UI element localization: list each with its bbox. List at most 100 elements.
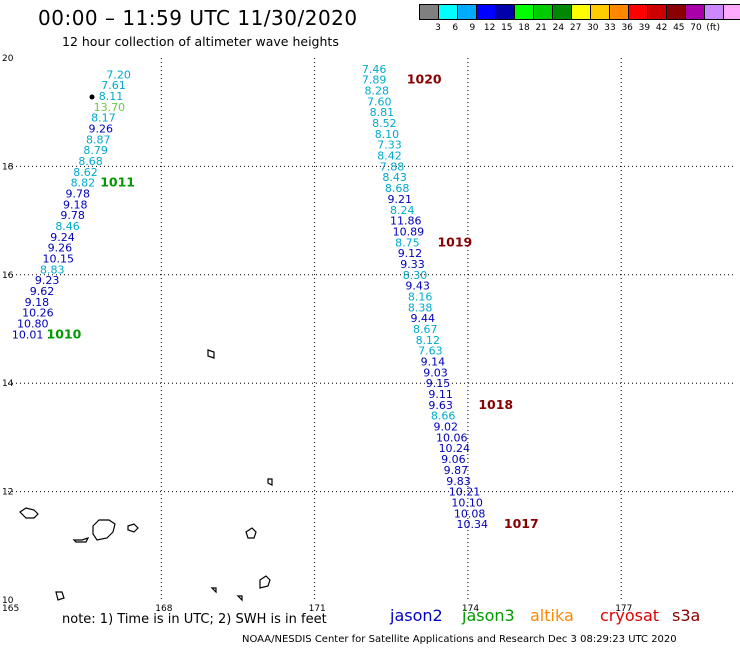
wave-height-value: 7.33: [377, 139, 402, 152]
wave-height-value: 9.11: [428, 388, 453, 401]
wave-height-value: 10.80: [17, 318, 49, 331]
satellite-label-jason2: jason2: [390, 606, 443, 625]
pass-number-label: 1017: [504, 516, 539, 531]
wave-height-value: 10.89: [393, 225, 425, 238]
latitude-label: 20: [2, 54, 14, 64]
legend-label: 33: [604, 23, 616, 33]
wave-height-value: 8.10: [375, 128, 400, 141]
island-shape: [210, 587, 217, 594]
pass-number-label: 1011: [100, 175, 135, 190]
wave-height-legend: 3 6 9 12 15 18 21 24 27 30 33 36 39 42 45 70 (ft): [419, 4, 740, 34]
legend-label: 70: [690, 23, 702, 33]
wave-height-value: 10.06: [436, 431, 468, 444]
wave-height-value: 9.26: [89, 122, 114, 135]
island-marker-dot: [89, 94, 95, 100]
lat-lon-grid: [8, 58, 735, 600]
wave-height-value: 8.81: [370, 106, 395, 119]
satellite-label-jason3: jason3: [462, 606, 515, 625]
longitude-label: 171: [309, 604, 326, 614]
wave-height-value: 9.44: [410, 312, 435, 325]
wave-height-value: 10.15: [43, 253, 75, 266]
wave-height-value: 8.66: [431, 410, 456, 423]
wave-height-value: 8.68: [385, 182, 410, 195]
wave-height-value: 13.70: [94, 101, 126, 114]
legend-label: 45: [673, 23, 685, 33]
pass-labels: 1011 1010 1020 1019 1018 1017: [47, 72, 539, 531]
longitude-label: 177: [615, 604, 632, 614]
wave-height-value: 9.33: [400, 258, 425, 271]
legend-color-bar: [419, 4, 740, 20]
wave-height-value: 9.87: [444, 464, 469, 477]
map-title: 00:00 – 11:59 UTC 11/30/2020: [38, 6, 358, 30]
island-shape: [127, 523, 139, 533]
wave-height-value: 10.08: [454, 507, 486, 520]
wave-height-value: 10.10: [451, 496, 483, 509]
wave-height-value: 9.18: [63, 198, 88, 211]
wave-height-value: 8.75: [395, 236, 420, 249]
credit-line: NOAA/NESDIS Center for Satellite Applica…: [242, 634, 677, 645]
wave-height-value: 10.24: [439, 442, 471, 455]
wave-height-value: 9.15: [426, 377, 451, 390]
wave-height-value: 9.62: [30, 285, 55, 298]
wave-height-value: 8.30: [403, 269, 428, 282]
wave-height-value: 8.46: [55, 220, 80, 233]
pass-number-label: 1020: [407, 72, 442, 87]
wave-height-value: 10.21: [449, 486, 481, 499]
legend-label: 12: [483, 23, 496, 33]
wave-height-value: 7.88: [380, 160, 405, 173]
wave-height-value: 7.63: [418, 345, 443, 358]
wave-height-value: 9.83: [446, 475, 471, 488]
latitude-label: 16: [2, 271, 14, 281]
wave-height-value: 7.60: [367, 95, 392, 108]
wave-height-value: 8.83: [40, 263, 65, 276]
wave-height-value: 9.21: [387, 193, 412, 206]
legend-label: 24: [552, 23, 565, 33]
island-shape: [92, 519, 116, 541]
wave-height-value: 8.82: [71, 177, 96, 190]
legend-swatch: [723, 4, 740, 20]
wave-height-value: 8.38: [408, 301, 433, 314]
pass-number-label: 1010: [47, 326, 82, 341]
wave-height-value: 7.46: [362, 63, 387, 76]
wave-height-value: 8.17: [91, 112, 116, 125]
wave-height-value: 9.24: [50, 231, 75, 244]
legend-label: 30: [587, 23, 599, 33]
wave-height-value: 9.63: [428, 399, 453, 412]
wave-height-points: 7.207.618.1113.708.179.268.878.798.688.6…: [12, 63, 488, 531]
legend-label: 9: [469, 23, 476, 33]
legend-label: 36: [621, 23, 633, 33]
wave-height-value: 9.43: [405, 280, 430, 293]
wave-height-value: 10.26: [22, 307, 54, 320]
wave-height-value: 8.12: [416, 334, 441, 347]
wave-height-value: 8.68: [78, 155, 103, 168]
islands: [19, 349, 273, 602]
island-shape: [267, 478, 273, 486]
wave-height-value: 8.87: [86, 133, 111, 146]
wave-height-value: 8.28: [364, 85, 389, 98]
latitude-label: 10: [2, 596, 14, 606]
legend-unit: (ft): [706, 23, 720, 33]
legend-label: 15: [501, 23, 513, 33]
longitude-label: 165: [2, 604, 19, 614]
island-shape: [72, 536, 90, 543]
legend-label: 21: [535, 23, 547, 33]
wave-height-value: 10.01: [12, 328, 44, 341]
wave-height-value: 7.20: [106, 68, 131, 81]
wave-height-value: 8.24: [390, 204, 415, 217]
wave-height-value: 9.23: [35, 274, 60, 287]
latitude-label: 18: [2, 162, 14, 172]
wave-height-value: 8.52: [372, 117, 397, 130]
island-shape: [245, 527, 257, 539]
wave-height-value: 9.26: [48, 242, 73, 255]
latitude-label: 12: [2, 488, 13, 498]
wave-height-value: 8.11: [99, 90, 124, 103]
legend-label: 3: [435, 23, 441, 33]
wave-height-value: 9.03: [423, 366, 448, 379]
wave-height-value: 8.62: [73, 166, 98, 179]
satellite-label-altika: altika: [530, 606, 574, 625]
satellite-label-s3a: s3a: [672, 606, 701, 625]
wave-height-value: 7.61: [101, 79, 126, 92]
wave-height-value: 9.78: [60, 209, 85, 222]
wave-height-value: 9.18: [25, 296, 50, 309]
